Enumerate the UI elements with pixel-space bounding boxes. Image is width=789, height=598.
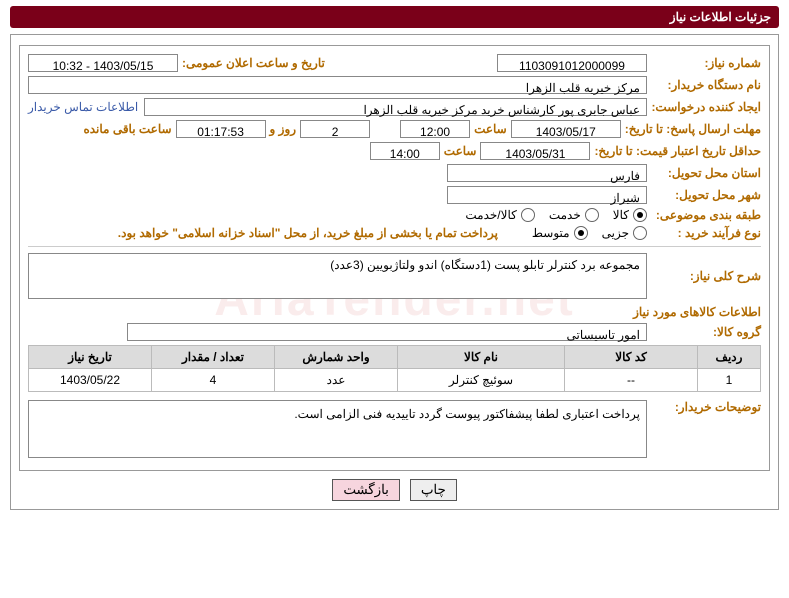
field-ann-datetime: 1403/05/15 - 10:32 bbox=[28, 54, 178, 72]
field-countdown: 01:17:53 bbox=[176, 120, 266, 138]
th-name: نام کالا bbox=[398, 346, 565, 369]
radio-cat-both[interactable]: کالا/خدمت bbox=[465, 208, 534, 222]
th-unit: واحد شمارش bbox=[275, 346, 398, 369]
radio-dot-icon bbox=[574, 226, 588, 240]
table-row: 1 -- سوئیچ کنترلر عدد 4 1403/05/22 bbox=[29, 369, 761, 392]
cell-name: سوئیچ کنترلر bbox=[398, 369, 565, 392]
field-requester: عباس جابری پور کارشناس خرید مرکز خیریه ق… bbox=[144, 98, 647, 116]
label-requester: ایجاد کننده درخواست: bbox=[651, 100, 761, 114]
radio-purchase-medium[interactable]: متوسط bbox=[532, 226, 588, 240]
radio-dot-icon bbox=[585, 208, 599, 222]
radio-dot-icon bbox=[633, 208, 647, 222]
cell-row: 1 bbox=[698, 369, 761, 392]
cell-code: -- bbox=[565, 369, 698, 392]
cell-unit: عدد bbox=[275, 369, 398, 392]
page-header: جزئیات اطلاعات نیاز bbox=[10, 6, 779, 28]
label-ann-datetime: تاریخ و ساعت اعلان عمومی: bbox=[182, 56, 325, 70]
radio-group-category: کالا خدمت کالا/خدمت bbox=[451, 208, 647, 222]
field-days: 2 bbox=[300, 120, 370, 138]
payment-note: پرداخت تمام یا بخشی از مبلغ خرید، از محل… bbox=[118, 226, 498, 240]
th-code: کد کالا bbox=[565, 346, 698, 369]
items-table: ردیف کد کالا نام کالا واحد شمارش تعداد /… bbox=[28, 345, 761, 392]
cell-qty: 4 bbox=[152, 369, 275, 392]
details-panel: شماره نیاز: 1103091012000099 تاریخ و ساع… bbox=[19, 45, 770, 471]
th-date: تاریخ نیاز bbox=[29, 346, 152, 369]
field-province: فارس bbox=[447, 164, 647, 182]
field-buyer-org: مرکز خیریه قلب الزهرا bbox=[28, 76, 647, 94]
field-need-no: 1103091012000099 bbox=[497, 54, 647, 72]
label-purchase-type: نوع فرآیند خرید : bbox=[651, 226, 761, 240]
table-header-row: ردیف کد کالا نام کالا واحد شمارش تعداد /… bbox=[29, 346, 761, 369]
label-buyer-org: نام دستگاه خریدار: bbox=[651, 78, 761, 92]
field-goods-group: امور تاسیساتی bbox=[127, 323, 647, 341]
label-province: استان محل تحویل: bbox=[651, 166, 761, 180]
label-need-summary: شرح کلی نیاز: bbox=[651, 269, 761, 283]
th-row: ردیف bbox=[698, 346, 761, 369]
th-qty: تعداد / مقدار bbox=[152, 346, 275, 369]
cell-date: 1403/05/22 bbox=[29, 369, 152, 392]
label-time-1: ساعت bbox=[474, 122, 507, 136]
label-category: طبقه بندی موضوعی: bbox=[651, 208, 761, 222]
section-items-info: اطلاعات کالاهای مورد نیاز bbox=[28, 305, 761, 319]
label-goods-group: گروه کالا: bbox=[651, 325, 761, 339]
field-buyer-notes: پرداخت اعتباری لطفا پیشفاکتور پیوست گردد… bbox=[28, 400, 647, 458]
field-reply-date: 1403/05/17 bbox=[511, 120, 621, 138]
radio-cat-service[interactable]: خدمت bbox=[549, 208, 599, 222]
radio-cat-goods[interactable]: کالا bbox=[613, 208, 647, 222]
field-reply-time: 12:00 bbox=[400, 120, 470, 138]
outer-panel: شماره نیاز: 1103091012000099 تاریخ و ساع… bbox=[10, 34, 779, 510]
label-time-2: ساعت bbox=[444, 144, 477, 158]
radio-purchase-minor[interactable]: جزیی bbox=[602, 226, 647, 240]
link-contact-buyer[interactable]: اطلاعات تماس خریدار bbox=[28, 100, 138, 114]
radio-dot-icon bbox=[521, 208, 535, 222]
label-days-and: روز و bbox=[270, 122, 297, 136]
label-remaining: ساعت باقی مانده bbox=[83, 122, 171, 136]
label-buyer-notes: توضیحات خریدار: bbox=[651, 400, 761, 414]
field-city: شیراز bbox=[447, 186, 647, 204]
radio-dot-icon bbox=[633, 226, 647, 240]
radio-group-purchase: جزیی متوسط bbox=[518, 226, 647, 240]
field-validity-date: 1403/05/31 bbox=[480, 142, 590, 160]
label-price-validity: حداقل تاریخ اعتبار قیمت: تا تاریخ: bbox=[594, 144, 761, 158]
field-validity-time: 14:00 bbox=[370, 142, 440, 160]
label-deadline-reply: مهلت ارسال پاسخ: تا تاریخ: bbox=[625, 122, 761, 136]
print-button[interactable]: چاپ bbox=[410, 479, 457, 501]
label-city: شهر محل تحویل: bbox=[651, 188, 761, 202]
field-need-summary: مجموعه برد کنترلر تابلو پست (1دستگاه) ان… bbox=[28, 253, 647, 299]
back-button[interactable]: بازگشت bbox=[332, 479, 400, 501]
label-need-no: شماره نیاز: bbox=[651, 56, 761, 70]
